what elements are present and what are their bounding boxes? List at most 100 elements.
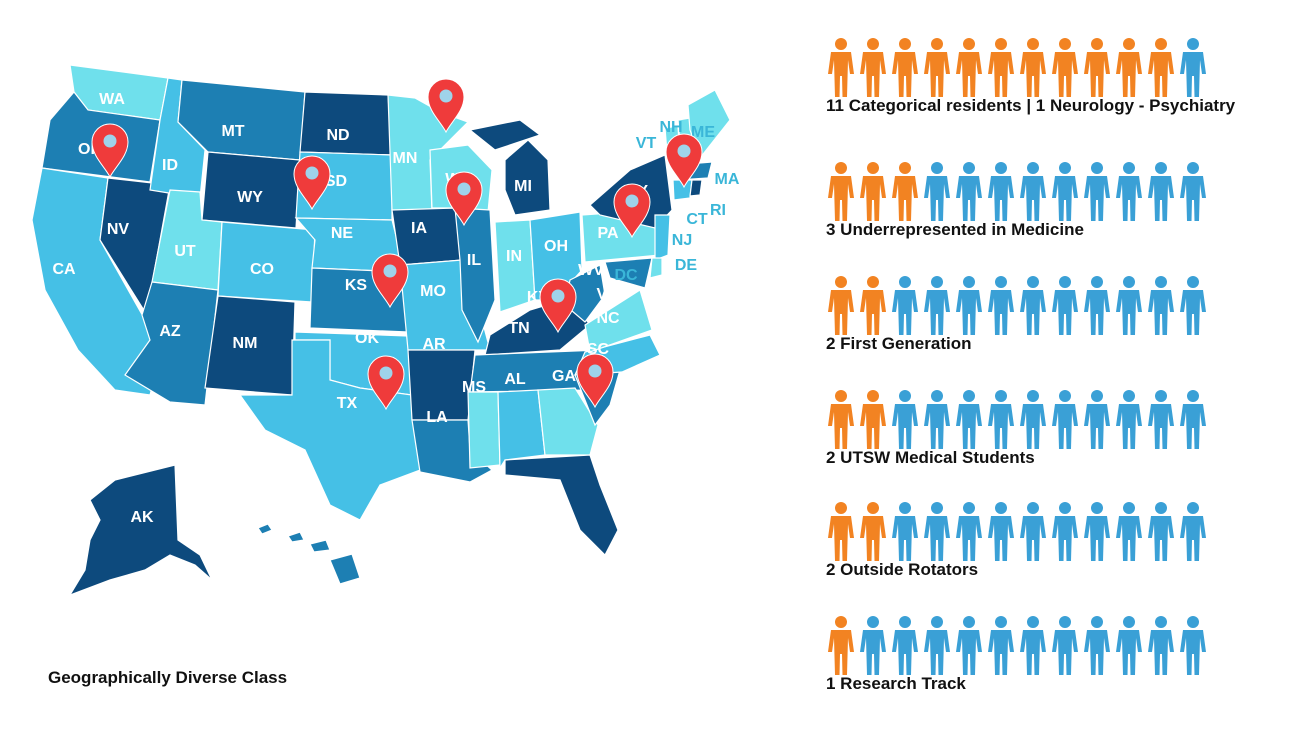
person-icon: [1180, 616, 1206, 675]
person-icon: [924, 502, 950, 561]
person-icon: [1084, 390, 1110, 449]
us-map-svg: WAORCANVIDMTWYUTAZCONMNDSDNEKSOKTXMNIAMO…: [31, 64, 740, 597]
state-label-ri: RI: [710, 202, 726, 219]
person-icon-highlighted: [892, 162, 918, 221]
location-pin-nv: [91, 123, 129, 179]
person-icon: [1084, 502, 1110, 561]
state-label-ma: MA: [715, 171, 740, 188]
state-IA: [391, 207, 463, 266]
person-icon: [1052, 502, 1078, 561]
person-icon: [1020, 276, 1046, 335]
state-label-ia: IA: [411, 220, 427, 237]
state-HI-island-4: [329, 553, 361, 585]
person-icon-row: [828, 38, 1206, 97]
state-label-de: DE: [675, 257, 698, 274]
person-icon: [924, 162, 950, 221]
person-icon-highlighted: [892, 38, 918, 97]
person-icon-highlighted: [1020, 38, 1046, 97]
state-label-mo: MO: [420, 283, 446, 300]
person-icon-highlighted: [1084, 38, 1110, 97]
state-HI-island-3: [309, 539, 331, 553]
person-icon: [1020, 162, 1046, 221]
state-label-ar: AR: [422, 336, 446, 353]
person-icon: [1148, 162, 1174, 221]
person-icon: [956, 276, 982, 335]
person-icon: [956, 390, 982, 449]
state-HI-island-1: [257, 523, 273, 535]
state-label-nh: NH: [659, 119, 682, 136]
state-label-wa: WA: [99, 91, 125, 108]
state-label-hi: HI: [288, 554, 304, 571]
state-label-dc: DC: [614, 267, 638, 284]
state-DE: [649, 257, 663, 279]
state-AL: [497, 389, 546, 471]
person-icon-highlighted: [860, 390, 886, 449]
person-icon: [1020, 502, 1046, 561]
stat-row-4: 2 UTSW Medical Students: [826, 388, 1296, 468]
state-label-wv: WV: [578, 262, 604, 279]
person-icon: [1116, 616, 1142, 675]
state-MD: [604, 257, 653, 289]
location-pin-il: [445, 171, 483, 227]
state-label-nd: ND: [326, 127, 349, 144]
map-caption: Geographically Diverse Class: [48, 668, 288, 687]
person-icon: [892, 502, 918, 561]
state-label-nc: NC: [596, 310, 620, 327]
person-icon: [892, 616, 918, 675]
stat-label: 1 Research Track: [826, 674, 966, 693]
state-label-wy: WY: [237, 189, 263, 206]
person-icon-highlighted: [860, 38, 886, 97]
person-icon: [1148, 616, 1174, 675]
location-pin-tn: [539, 278, 577, 334]
location-pin-md: [613, 183, 651, 239]
person-icon: [1148, 276, 1174, 335]
person-icon: [1180, 162, 1206, 221]
state-label-nm: NM: [233, 335, 258, 352]
person-icon-highlighted: [828, 162, 854, 221]
person-icon: [1180, 390, 1206, 449]
person-icon-highlighted: [860, 162, 886, 221]
stat-label: 3 Underrepresented in Medicine: [826, 220, 1084, 239]
state-label-fl: FL: [595, 454, 615, 471]
person-icon-highlighted: [1116, 38, 1142, 97]
person-icon: [988, 390, 1014, 449]
location-pin-ok: [371, 253, 409, 309]
person-icon-row: [828, 390, 1206, 449]
person-icon-highlighted: [860, 502, 886, 561]
person-icon: [1052, 390, 1078, 449]
state-label-vt: VT: [636, 135, 657, 152]
stat-row-6: 1 Research Track: [826, 614, 1296, 694]
stat-row-2: 3 Underrepresented in Medicine: [826, 160, 1296, 240]
person-icon: [1116, 502, 1142, 561]
person-icon: [956, 502, 982, 561]
state-label-tx: TX: [337, 395, 358, 412]
person-icon-highlighted: [924, 38, 950, 97]
stat-row-1: 11 Categorical residents | 1 Neurology -…: [826, 36, 1296, 116]
state-label-ne: NE: [331, 225, 354, 242]
person-icon: [1116, 276, 1142, 335]
state-label-va: VA: [596, 286, 617, 303]
state-IL: [454, 207, 496, 344]
location-pin-wi: [427, 78, 465, 134]
person-icon-highlighted: [828, 390, 854, 449]
state-HI-island-2: [287, 531, 305, 543]
person-icon: [1180, 38, 1206, 97]
state-VA: [584, 289, 653, 353]
state-label-az: AZ: [159, 323, 181, 340]
us-map: WA OR CA NV ID MT WY UT AZ CO NM ND SD NE KS OK TX MN IA MO…: [0, 50, 760, 610]
person-icon-highlighted: [828, 616, 854, 675]
person-icon-highlighted: [956, 38, 982, 97]
stat-label: 2 First Generation: [826, 334, 972, 353]
person-icon: [956, 616, 982, 675]
state-label-ca: CA: [52, 261, 76, 278]
stat-label: 11 Categorical residents | 1 Neurology -…: [826, 96, 1236, 115]
state-label-al: AL: [504, 371, 526, 388]
person-icon: [1180, 276, 1206, 335]
state-label-ms: MS: [462, 379, 486, 396]
location-pin-fl: [576, 353, 614, 409]
state-TX: [238, 339, 429, 521]
person-icon: [1052, 616, 1078, 675]
stat-label: 2 Outside Rotators: [826, 560, 979, 579]
person-icon-highlighted: [1148, 38, 1174, 97]
person-icon: [988, 276, 1014, 335]
